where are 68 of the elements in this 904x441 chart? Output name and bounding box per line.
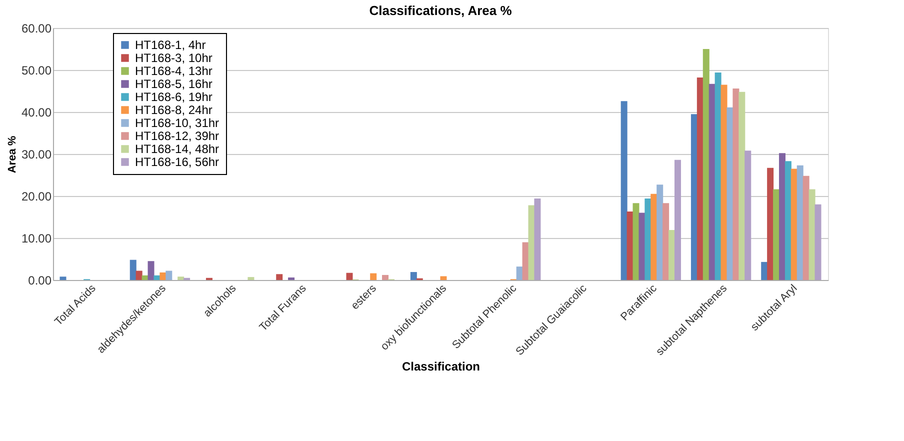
bar <box>638 212 646 280</box>
bar <box>626 212 634 280</box>
bar <box>662 203 670 280</box>
bar <box>656 184 664 280</box>
legend-label: HT168-5, 16hr <box>135 77 212 91</box>
bar <box>668 230 676 280</box>
y-tick-label: 10.00 <box>21 232 52 246</box>
bar <box>702 49 710 280</box>
bar <box>732 88 740 280</box>
bar <box>708 84 716 280</box>
y-tick-label: 20.00 <box>21 190 52 204</box>
legend-label: HT168-4, 13hr <box>135 64 212 78</box>
bar <box>714 72 722 280</box>
bar <box>790 168 798 280</box>
bar <box>767 168 774 280</box>
bar <box>690 114 698 280</box>
y-tick-label: 40.00 <box>21 106 52 120</box>
bar <box>516 266 523 280</box>
bar <box>130 260 136 280</box>
y-tick-label: 30.00 <box>21 148 52 162</box>
bar <box>440 276 447 280</box>
y-tick-label: 0.00 <box>28 274 52 288</box>
bar <box>142 275 148 280</box>
legend-label: HT168-8, 24hr <box>135 103 212 117</box>
bar <box>288 277 295 280</box>
legend-label: HT168-16, 56hr <box>135 155 220 169</box>
bar <box>738 92 746 280</box>
bar <box>814 204 822 280</box>
bar <box>148 261 154 280</box>
bar <box>248 277 254 280</box>
bar <box>726 107 734 280</box>
bar <box>166 270 172 280</box>
bar <box>178 276 184 280</box>
legend-label: HT168-14, 48hr <box>135 142 220 156</box>
bar <box>136 270 142 280</box>
legend-label: HT168-12, 39hr <box>135 129 220 143</box>
bar <box>346 272 353 280</box>
chart-title: Classifications, Area % <box>369 3 512 18</box>
bar <box>276 274 283 280</box>
bar <box>796 165 804 280</box>
bar <box>784 161 792 280</box>
bar <box>674 160 681 280</box>
y-tick-label: 50.00 <box>21 64 52 78</box>
bar <box>808 189 816 280</box>
bar <box>620 101 628 280</box>
legend-label: HT168-10, 31hr <box>135 116 220 130</box>
bar <box>644 198 652 280</box>
bar <box>370 273 377 280</box>
bar <box>761 262 768 280</box>
bar <box>773 189 780 280</box>
bar <box>522 242 529 280</box>
legend-label: HT168-6, 19hr <box>135 90 212 104</box>
bar <box>696 78 704 280</box>
y-tick-label: 60.00 <box>21 22 52 36</box>
x-axis-title: Classification <box>402 359 480 374</box>
bar <box>778 153 786 280</box>
bar <box>154 275 160 280</box>
bar <box>60 276 66 280</box>
bar <box>650 194 658 280</box>
bar <box>802 176 810 280</box>
legend-label: HT168-1, 4hr <box>135 38 206 52</box>
y-axis-title: Area % <box>6 136 18 174</box>
bar <box>744 150 752 280</box>
bar <box>410 272 417 280</box>
legend-label: HT168-3, 10hr <box>135 51 212 65</box>
bar <box>382 274 389 280</box>
bar <box>534 198 541 280</box>
bar <box>160 272 166 280</box>
